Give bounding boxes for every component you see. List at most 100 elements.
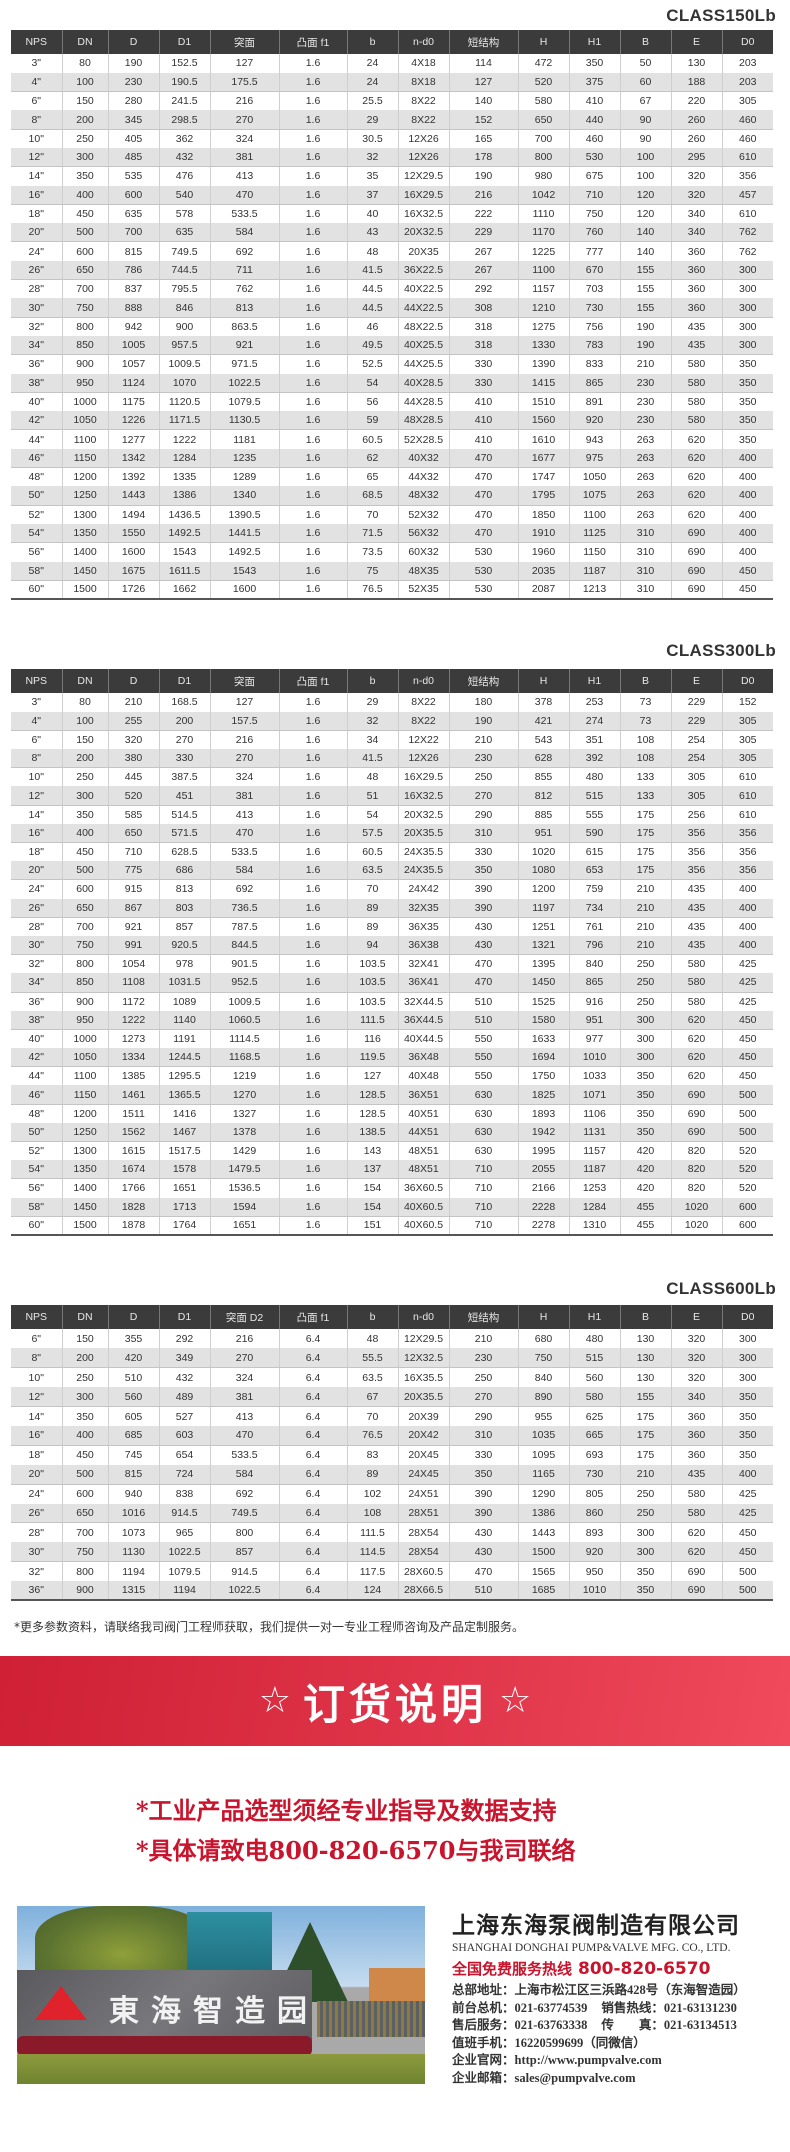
table-cell: 320	[671, 1329, 723, 1349]
table-cell: 350	[738, 358, 757, 371]
table-cell: 40X44.5	[398, 1029, 450, 1049]
table-cell: 2278	[518, 1216, 570, 1236]
table-cell: 65	[347, 467, 399, 487]
table-cell: 1.6	[279, 110, 348, 130]
table-cell: 203	[722, 72, 773, 93]
table-cell: 60"	[11, 1216, 63, 1236]
table-row: 18" 450 635 578 533.5 1.6 40 16X32.5 222 1110 750 1…	[11, 204, 773, 224]
table-cell: 320	[671, 166, 723, 186]
table-cell: 813	[210, 298, 280, 318]
email-link[interactable]: 企业邮箱：sales@pumpvalve.com	[452, 2070, 636, 2085]
table-cell: 324	[210, 129, 280, 148]
table-cell: 48	[347, 767, 399, 787]
table-cell: 76.5	[347, 1425, 399, 1446]
table-cell: 380	[108, 749, 160, 769]
column-header: n-d0	[398, 30, 450, 54]
table-cell: 1611.5	[159, 561, 211, 581]
table-cell: 815	[108, 1464, 160, 1485]
table-row: 54" 1350 1674 1578 1479.5 1.6 137 48X51 710 2055 1…	[11, 1160, 773, 1180]
table-cell: 1441.5	[210, 523, 280, 544]
table-cell: 543	[518, 730, 570, 750]
table-cell: 20"	[11, 223, 63, 243]
table-cell: 580	[518, 91, 570, 111]
table-cell: 350	[449, 861, 519, 881]
table-cell: 950	[569, 1561, 621, 1582]
table-cell: 1073	[108, 1522, 160, 1543]
table-cell: 360	[671, 241, 723, 261]
table-cell: 111.5	[347, 1522, 399, 1543]
table-cell: 500	[62, 223, 109, 243]
table-cell: 108	[347, 1503, 399, 1524]
table-cell: 8"	[11, 1348, 63, 1369]
website-link[interactable]: 企业官网：http://www.pumpvalve.com	[452, 2053, 662, 2067]
table-cell: 1042	[518, 185, 570, 205]
table-cell: 210	[620, 1464, 672, 1485]
table-cell: 356	[671, 861, 723, 881]
table-cell: 350	[738, 1449, 757, 1462]
table-cell: 305	[722, 749, 773, 769]
table-cell: 450	[722, 561, 773, 581]
table-row: 30" 750 991 920.5 844.5 1.6 94 36X38 430 1321 796 2…	[11, 935, 773, 956]
table-cell: 116	[347, 1029, 399, 1049]
table-cell: 943	[569, 429, 621, 449]
table-cell: 900	[62, 992, 109, 1011]
table-cell: 1250	[62, 486, 109, 506]
table-cell: 100	[62, 72, 109, 93]
table-cell: 1106	[569, 1104, 621, 1123]
table-cell: 350	[620, 1085, 672, 1105]
table-cell: 514.5	[159, 805, 211, 824]
table-cell: 520	[738, 1182, 757, 1195]
table-cell: 263	[620, 467, 672, 487]
table-cell: 6.4	[279, 1464, 348, 1485]
table-cell: 1350	[62, 1160, 109, 1180]
table-cell: 600	[62, 1484, 109, 1504]
table-cell: 80	[62, 693, 109, 712]
table-cell: 270	[210, 110, 280, 130]
table-cell: 510	[449, 1581, 519, 1602]
table-cell: 1893	[518, 1104, 570, 1123]
table-cell: 1020	[671, 1216, 723, 1236]
table-cell: 1.6	[279, 842, 348, 862]
table-row: 52" 1300 1494 1436.5 1390.5 1.6 70 52X32 470 1850…	[11, 505, 773, 524]
class150-spec-table: NPS DN D D1 突面 凸面 f1 b n-d0 短结构 H H1 B E D0 3" 80 190 152…	[11, 30, 773, 601]
table-cell: 600	[108, 185, 160, 205]
table-cell: 130	[620, 1367, 672, 1388]
table-cell: 6.4	[279, 1348, 348, 1369]
table-cell: 1713	[159, 1197, 211, 1217]
table-cell: 580	[671, 354, 723, 374]
table-cell: 1385	[108, 1066, 160, 1086]
table-cell: 470	[449, 973, 519, 993]
table-cell: 750	[518, 1348, 570, 1369]
table-cell: 216	[210, 730, 280, 750]
table-cell: 761	[569, 917, 621, 936]
table-cell: 103.5	[347, 954, 399, 974]
table-cell: 951	[569, 1010, 621, 1030]
table-cell: 432	[159, 147, 211, 168]
table-cell: 350	[620, 1581, 672, 1602]
table-cell: 190	[449, 166, 519, 186]
table-cell: 420	[620, 1141, 672, 1161]
table-cell: 300	[62, 786, 109, 806]
table-cell: 610	[738, 808, 757, 821]
duty-phone: 值班手机：16220599699（同微信）	[452, 2035, 646, 2050]
table-cell: 1494	[108, 505, 160, 524]
table-cell: 54	[347, 373, 399, 393]
table-cell: 1157	[569, 1141, 621, 1161]
table-cell: 977	[569, 1029, 621, 1049]
table-cell: 955	[518, 1406, 570, 1426]
table-cell: 1.6	[279, 72, 348, 93]
table-cell: 390	[449, 1503, 519, 1524]
table-cell: 900	[62, 1581, 109, 1602]
table-cell: 914.5	[159, 1503, 211, 1524]
table-cell: 175	[620, 823, 672, 843]
table-cell: 405	[108, 129, 160, 148]
table-cell: 300	[738, 320, 757, 333]
table-cell: 46"	[11, 448, 63, 469]
table-cell: 921	[210, 335, 280, 356]
table-cell: 1.6	[279, 561, 348, 581]
table-cell: 1342	[108, 448, 160, 469]
table-cell: 410	[449, 392, 519, 412]
table-cell: 63.5	[347, 1367, 399, 1388]
column-header: n-d0	[398, 1305, 450, 1329]
table-row: 12" 300 485 432 381 1.6 32 12X26 178 800 530 100 295…	[11, 147, 773, 168]
